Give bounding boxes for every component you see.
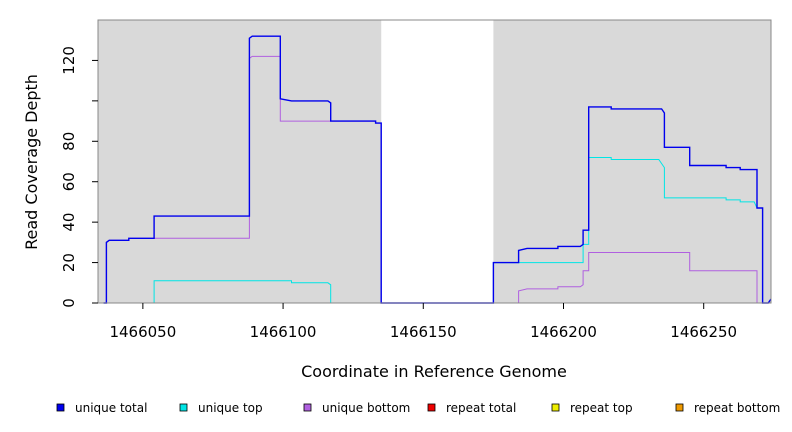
- y-tick-label: 0: [60, 298, 78, 308]
- legend-swatch: [56, 403, 65, 412]
- y-tick-label: 120: [60, 46, 78, 75]
- legend-label: unique top: [198, 401, 263, 415]
- shaded-region-1: [493, 20, 771, 303]
- legend-label: repeat total: [446, 401, 516, 415]
- legend-swatch: [427, 403, 436, 412]
- y-axis-title: Read Coverage Depth: [22, 74, 41, 250]
- legend-item: repeat bottom: [675, 401, 780, 415]
- y-tick-label: 80: [60, 132, 78, 151]
- shaded-region-0: [98, 20, 382, 303]
- legend-item: unique bottom: [303, 401, 410, 415]
- y-tick-label: 60: [60, 172, 78, 191]
- legend-label: unique total: [75, 401, 147, 415]
- legend: unique total unique top unique bottom repea…: [56, 401, 780, 415]
- series-line-unique-top: [103, 157, 771, 304]
- x-tick-label: 1466150: [390, 323, 457, 341]
- y-tick-label: 20: [60, 253, 78, 272]
- legend-item: unique top: [179, 401, 263, 415]
- series-line-unique-total: [103, 35, 772, 304]
- x-tick-label: 1466200: [530, 323, 597, 341]
- legend-label: repeat bottom: [694, 401, 780, 415]
- x-tick-label: 1466250: [670, 323, 737, 341]
- legend-swatch: [303, 403, 312, 412]
- legend-item: repeat top: [551, 401, 633, 415]
- legend-label: unique bottom: [322, 401, 410, 415]
- x-tick-label: 1466100: [250, 323, 317, 341]
- plot-frame: [97, 19, 772, 304]
- y-axis: 0 20 40 60 80 120: [60, 46, 98, 308]
- x-tick-label: 1466050: [109, 323, 176, 341]
- y-tick-label: 40: [60, 213, 78, 232]
- legend-label: repeat top: [570, 401, 633, 415]
- x-axis-title: Coordinate in Reference Genome: [301, 362, 567, 381]
- legend-swatch: [675, 403, 684, 412]
- x-axis: 1466050 1466100 1466150 1466200 1466250: [109, 303, 737, 341]
- shaded-regions: [98, 20, 771, 303]
- legend-item: unique total: [56, 401, 147, 415]
- legend-item: repeat total: [427, 401, 516, 415]
- legend-swatch: [551, 403, 560, 412]
- legend-swatch: [179, 403, 188, 412]
